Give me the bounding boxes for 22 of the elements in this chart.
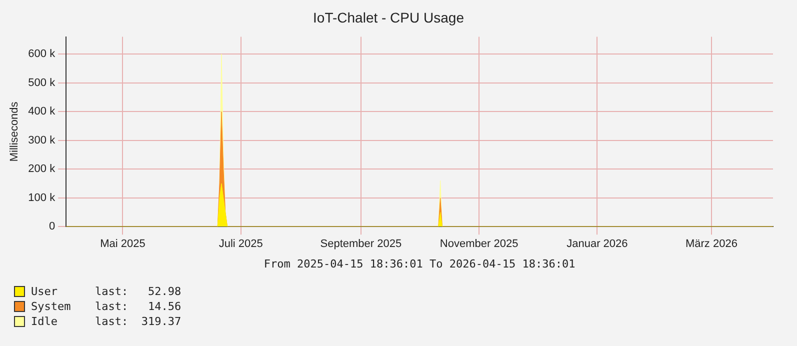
- y-tick-label: 200 k: [28, 163, 56, 176]
- y-tick-label: 0: [48, 220, 56, 233]
- x-tick-label: September 2025: [320, 238, 402, 250]
- text: last: 14.56: [95, 300, 182, 313]
- x-tick-label: Mai 2025: [100, 238, 146, 250]
- x-tick-label: Januar 2026: [566, 238, 628, 250]
- x-axis-title: From 2025-04-15 18:36:01 To 2026-04-15 18:36:01: [264, 257, 576, 270]
- x-tick-label: November 2025: [440, 238, 518, 250]
- y-tick-label: 400 k: [28, 106, 56, 118]
- text: last: 319.37: [95, 315, 182, 328]
- legend-label: System: [31, 300, 72, 313]
- legend-label: Idle: [31, 315, 58, 328]
- text: last: 52.98: [95, 285, 182, 298]
- legend-label: User: [31, 285, 58, 298]
- y-tick-label: 500 k: [28, 76, 56, 89]
- x-tick-label: Juli 2025: [218, 238, 263, 250]
- y-tick-label: 600 k: [28, 48, 56, 60]
- x-tick-label: März 2026: [685, 238, 738, 250]
- y-axis-title: Milliseconds: [8, 101, 21, 162]
- y-tick-label: 100 k: [28, 192, 56, 204]
- y-tick-label: 300 k: [28, 134, 56, 146]
- chart-title: IoT-Chalet - CPU Usage: [313, 9, 464, 26]
